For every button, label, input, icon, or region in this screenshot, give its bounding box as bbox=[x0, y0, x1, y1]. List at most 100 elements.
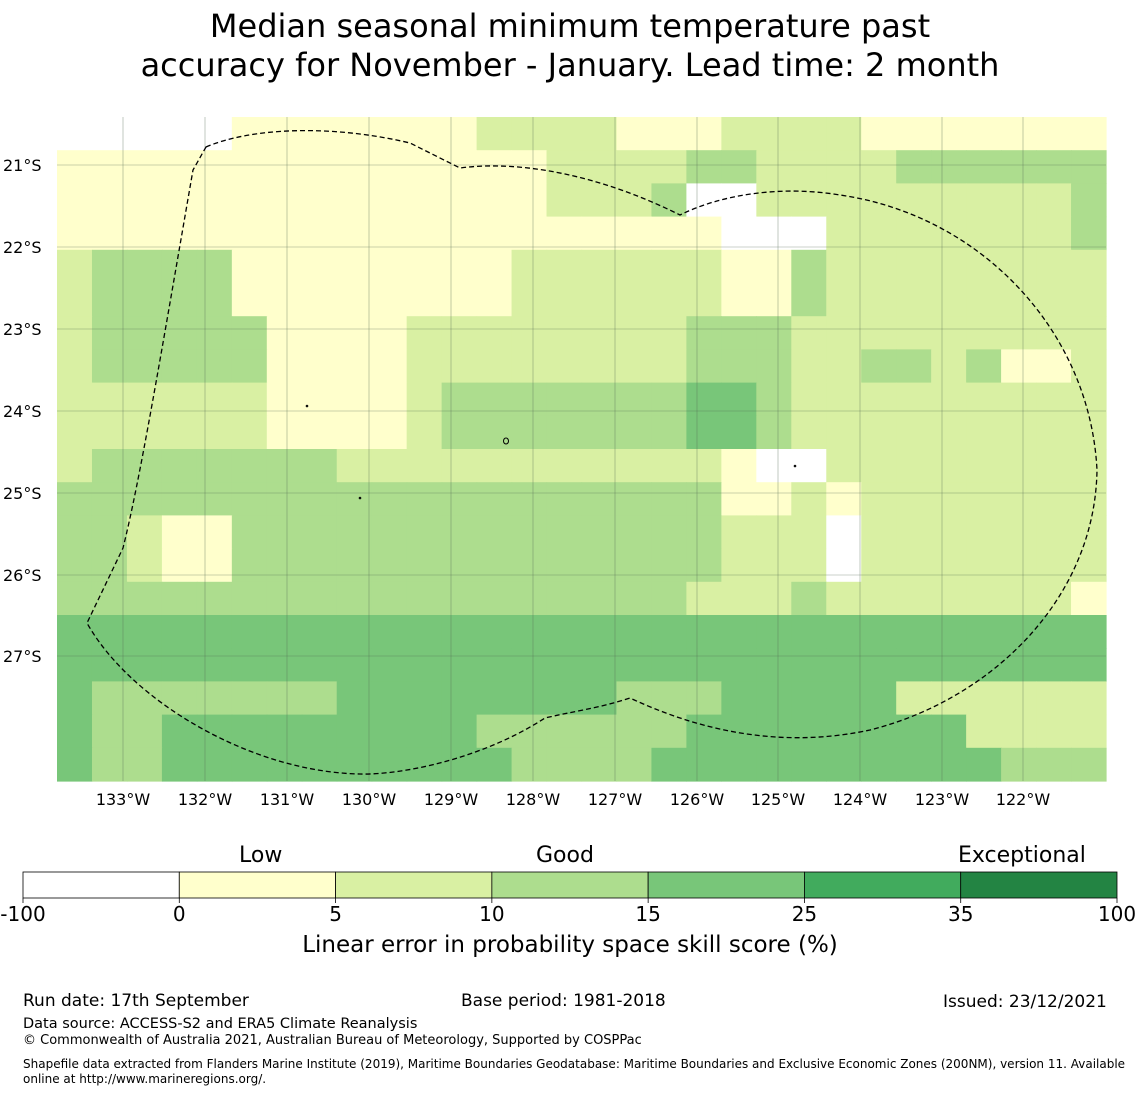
grid-cell bbox=[651, 449, 687, 483]
grid-cell bbox=[511, 449, 548, 483]
grid-cell bbox=[861, 249, 897, 284]
grid-cell bbox=[686, 382, 722, 417]
grid-cell bbox=[616, 316, 653, 350]
grid-cell bbox=[651, 150, 687, 184]
grid-cell bbox=[791, 482, 827, 516]
grid-cell bbox=[91, 515, 128, 550]
grid-cell bbox=[546, 681, 583, 716]
grid-cell bbox=[896, 515, 932, 550]
grid-cell bbox=[231, 615, 268, 649]
grid-cell bbox=[161, 747, 198, 782]
grid-cell bbox=[616, 249, 653, 284]
grid-cell bbox=[616, 150, 653, 184]
grid-cell bbox=[476, 117, 513, 151]
lat-label: 26°S bbox=[3, 566, 42, 585]
grid-cell bbox=[196, 415, 233, 450]
lon-label: 124°W bbox=[833, 790, 888, 809]
grid-cell bbox=[686, 747, 722, 782]
lon-label: 125°W bbox=[751, 790, 806, 809]
grid-cell bbox=[476, 615, 513, 649]
grid-cell bbox=[406, 482, 443, 516]
grid-cell bbox=[511, 681, 548, 716]
grid-cell bbox=[791, 382, 827, 417]
grid-cell bbox=[721, 581, 757, 616]
grid-cell bbox=[651, 482, 687, 516]
grid-cell bbox=[371, 482, 408, 516]
grid-cell bbox=[966, 449, 1002, 483]
grid-cell bbox=[896, 415, 932, 450]
grid-cell bbox=[231, 382, 268, 417]
grid-cell bbox=[231, 581, 268, 616]
grid-cell bbox=[441, 117, 478, 151]
grid-cell bbox=[266, 415, 303, 450]
grid-cell bbox=[161, 681, 198, 716]
grid-cell bbox=[511, 117, 548, 151]
grid-cell bbox=[476, 681, 513, 716]
grid-cell bbox=[126, 283, 163, 317]
grid-cell bbox=[1071, 747, 1107, 782]
grid-cell bbox=[266, 117, 303, 151]
grid-cell bbox=[721, 349, 757, 384]
grid-cell bbox=[161, 316, 198, 350]
grid-cell bbox=[441, 283, 478, 317]
grid-cell bbox=[721, 117, 757, 151]
grid-cell bbox=[1071, 714, 1107, 749]
grid-cell bbox=[371, 681, 408, 716]
lon-label: 123°W bbox=[915, 790, 970, 809]
grid-cell bbox=[546, 216, 583, 251]
grid-cell bbox=[1036, 216, 1072, 251]
grid-cell bbox=[686, 349, 722, 384]
grid-cell bbox=[91, 449, 128, 483]
lon-label: 128°W bbox=[506, 790, 561, 809]
grid-cell bbox=[581, 415, 618, 450]
grid-cell bbox=[371, 349, 408, 384]
grid-cell bbox=[581, 714, 618, 749]
grid-cell bbox=[931, 283, 967, 317]
grid-cell bbox=[196, 216, 233, 251]
grid-cell bbox=[1001, 249, 1037, 284]
grid-cell bbox=[791, 316, 827, 350]
colorbar-tick-label: 25 bbox=[792, 902, 817, 926]
grid-cell bbox=[511, 382, 548, 417]
grid-cell bbox=[476, 183, 513, 218]
grid-cell bbox=[126, 747, 163, 782]
grid-cell bbox=[791, 615, 827, 649]
colorbar-bin bbox=[335, 871, 493, 899]
grid-cell bbox=[266, 216, 303, 251]
island-mark bbox=[503, 437, 509, 445]
grid-cell bbox=[91, 648, 128, 682]
grid-cell bbox=[861, 216, 897, 251]
grid-cell bbox=[441, 316, 478, 350]
grid-cell bbox=[791, 283, 827, 317]
grid-cell bbox=[301, 150, 338, 184]
grid-cell bbox=[371, 449, 408, 483]
grid-cell bbox=[231, 747, 268, 782]
grid-cell bbox=[126, 581, 163, 616]
grid-cell bbox=[1071, 349, 1107, 384]
grid-cell bbox=[861, 648, 897, 682]
grid-cell bbox=[476, 747, 513, 782]
grid-cell bbox=[161, 548, 198, 583]
grid-cell bbox=[721, 681, 757, 716]
grid-cell bbox=[57, 581, 93, 616]
grid-cell bbox=[616, 714, 653, 749]
grid-cell bbox=[756, 183, 792, 218]
grid-cell bbox=[756, 150, 792, 184]
grid-cell bbox=[476, 581, 513, 616]
lat-label: 21°S bbox=[3, 156, 42, 175]
grid-cell bbox=[756, 449, 792, 483]
grid-cell bbox=[756, 681, 792, 716]
grid-cell bbox=[546, 747, 583, 782]
grid-cell bbox=[161, 183, 198, 218]
grid-cell bbox=[57, 747, 93, 782]
colorbar-ticks: -100 0 5 10 15 25 35 100 bbox=[0, 898, 1136, 926]
grid-cell bbox=[721, 747, 757, 782]
grid-cell bbox=[546, 283, 583, 317]
grid-cell bbox=[651, 382, 687, 417]
grid-cell bbox=[616, 482, 653, 516]
grid-cell bbox=[791, 681, 827, 716]
grid-cell bbox=[301, 681, 338, 716]
grid-cell bbox=[826, 714, 862, 749]
grid-cell bbox=[511, 648, 548, 682]
grid-cell bbox=[336, 581, 373, 616]
